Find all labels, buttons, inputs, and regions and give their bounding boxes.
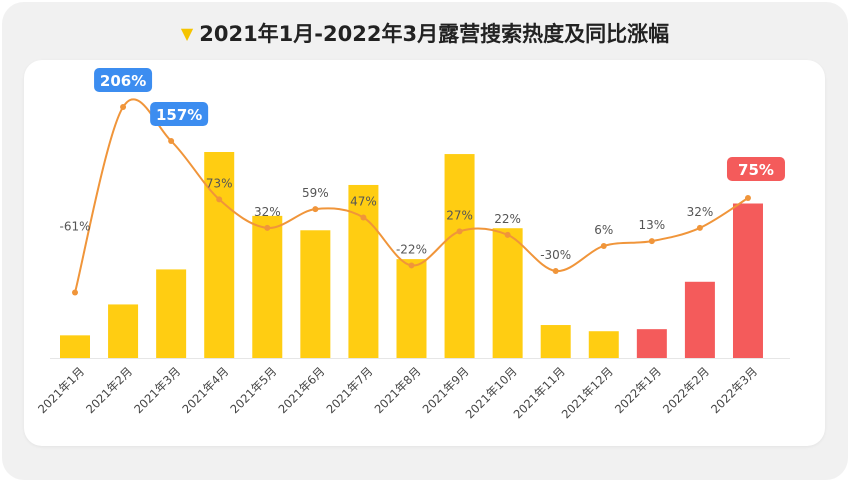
line-point bbox=[120, 103, 127, 110]
x-tick-label: 2021年6月 bbox=[275, 364, 327, 416]
bar bbox=[684, 281, 715, 358]
bar bbox=[156, 269, 187, 358]
line-point bbox=[456, 228, 463, 235]
bar bbox=[204, 152, 235, 358]
line-point bbox=[360, 214, 367, 221]
line-data-label: -61% bbox=[59, 220, 90, 234]
bar bbox=[252, 215, 283, 358]
x-tick-label: 2021年12月 bbox=[559, 364, 616, 421]
line-point bbox=[168, 138, 175, 145]
x-tick-label: 2021年2月 bbox=[83, 364, 135, 416]
badge-label: 75% bbox=[738, 161, 774, 179]
x-tick-label: 2021年5月 bbox=[227, 364, 279, 416]
x-tick-label: 2021年1月 bbox=[35, 364, 87, 416]
line-point bbox=[552, 268, 559, 274]
bar bbox=[732, 203, 763, 358]
line-data-label: 32% bbox=[254, 205, 281, 219]
line-point bbox=[600, 242, 607, 249]
line-data-label: 47% bbox=[350, 194, 377, 208]
line-point bbox=[216, 196, 223, 203]
line-point bbox=[696, 224, 703, 231]
line-point bbox=[648, 238, 655, 245]
line-data-label: 59% bbox=[302, 186, 329, 200]
line-point bbox=[744, 195, 751, 202]
x-tick-label: 2022年1月 bbox=[612, 364, 664, 416]
badge-label: 206% bbox=[100, 72, 146, 90]
line-data-label: 6% bbox=[594, 223, 613, 237]
badge bbox=[94, 67, 153, 92]
chart-title: ▼ 2021年1月-2022年3月露营搜索热度及同比涨幅 bbox=[0, 18, 850, 48]
x-tick-label: 2021年9月 bbox=[420, 364, 472, 416]
yoy-growth-line bbox=[74, 98, 749, 293]
x-tick-label: 2022年3月 bbox=[708, 364, 760, 416]
bar bbox=[444, 154, 475, 358]
x-tick-label: 2021年7月 bbox=[324, 364, 376, 416]
bar bbox=[108, 304, 139, 358]
bar bbox=[492, 228, 523, 358]
line-data-label: -22% bbox=[396, 242, 427, 256]
x-tick-label: 2021年4月 bbox=[179, 364, 231, 416]
bar bbox=[396, 259, 427, 358]
badge-label: 157% bbox=[156, 106, 202, 124]
line-data-label: 13% bbox=[639, 218, 666, 232]
line-data-label: -30% bbox=[540, 248, 571, 262]
x-tick-label: 2021年3月 bbox=[131, 364, 183, 416]
line-point bbox=[264, 224, 271, 231]
line-point bbox=[504, 231, 511, 238]
bar bbox=[300, 230, 331, 358]
line-point bbox=[312, 206, 319, 213]
line-point bbox=[408, 262, 415, 269]
x-tick-label: 2021年8月 bbox=[372, 364, 424, 416]
bar bbox=[540, 325, 571, 358]
badge bbox=[726, 157, 785, 182]
triangle-down-icon: ▼ bbox=[180, 24, 194, 43]
line-point bbox=[72, 289, 78, 296]
line-data-label: 22% bbox=[494, 212, 521, 226]
line-data-label: 32% bbox=[687, 205, 714, 219]
x-tick-label: 2022年2月 bbox=[660, 364, 712, 416]
bar bbox=[588, 331, 619, 358]
bar bbox=[636, 329, 667, 358]
chart-title-text: 2021年1月-2022年3月露营搜索热度及同比涨幅 bbox=[199, 22, 670, 46]
bar bbox=[60, 335, 90, 358]
badge bbox=[150, 102, 209, 127]
line-data-label: 27% bbox=[446, 208, 473, 222]
line-data-label: 73% bbox=[206, 176, 233, 190]
bar bbox=[348, 184, 379, 358]
